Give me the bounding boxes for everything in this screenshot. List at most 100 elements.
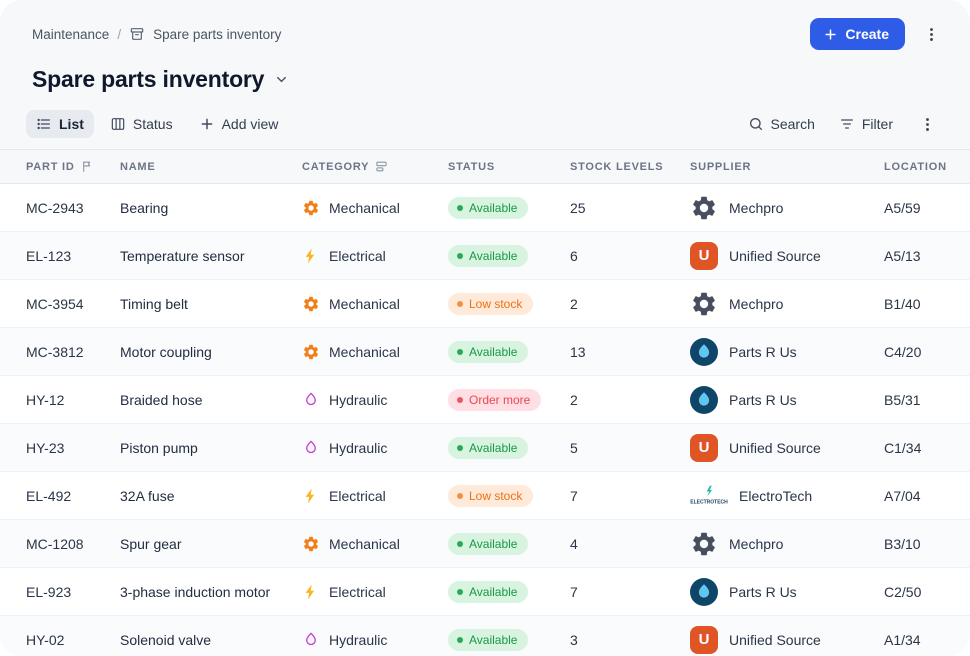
supplier-name: Parts R Us [729, 343, 797, 360]
status-badge: Available [448, 340, 529, 363]
status-dot [457, 396, 463, 403]
breadcrumb-parent[interactable]: Maintenance [32, 26, 110, 42]
column-header-label: Name [120, 160, 156, 173]
status-dot [457, 444, 463, 451]
breadcrumb-current[interactable]: Spare parts inventory [153, 26, 282, 42]
header-actions: Create [810, 18, 944, 50]
supplier-logo: U [690, 433, 718, 462]
part-id-cell: EL-492 [26, 487, 72, 504]
status-dot [457, 204, 463, 211]
column-header-label: Category [302, 160, 370, 173]
breadcrumb: Maintenance / Spare parts inventory [32, 26, 281, 42]
table-row[interactable]: MC-3954 Timing belt Mechanical Low stock… [0, 280, 970, 328]
category-label: Hydraulic [329, 439, 388, 456]
column-header-status[interactable]: Status [448, 161, 570, 173]
column-header-name[interactable]: Name [120, 161, 302, 173]
breadcrumb-separator: / [117, 26, 122, 42]
status-badge: Available [448, 628, 529, 651]
create-button-label: Create [845, 26, 889, 42]
part-id-cell: HY-12 [26, 391, 65, 408]
status-badge: Available [448, 244, 529, 267]
category-cell: Hydraulic [302, 631, 448, 649]
table-row[interactable]: EL-923 3-phase induction motor Electrica… [0, 568, 970, 616]
supplier-logo: U [690, 625, 718, 654]
column-header-stock[interactable]: Stock levels [570, 161, 690, 173]
location-cell: A7/04 [884, 487, 921, 504]
tab-list[interactable]: List [26, 110, 94, 138]
add-view-button[interactable]: Add view [189, 110, 289, 138]
status-cell: Order more [448, 388, 570, 411]
supplier-name: Unified Source [729, 247, 821, 264]
tab-status[interactable]: Status [100, 110, 183, 138]
supplier-name: Parts R Us [729, 583, 797, 600]
column-header-location[interactable]: Location [884, 161, 956, 173]
category-label: Electrical [329, 487, 386, 504]
supplier-logo [690, 194, 718, 222]
field-type-icon [375, 160, 388, 173]
supplier-cell: Parts R Us [690, 577, 884, 606]
table-row[interactable]: EL-123 Temperature sensor Electrical Ava… [0, 232, 970, 280]
inventory-table: Part ID Name Category Status Stock levels Sup… [0, 149, 970, 656]
status-label: Low stock [469, 296, 523, 311]
status-label: Available [469, 248, 518, 263]
category-cell: Mechanical [302, 343, 448, 361]
supplier-cell: U Unified Source [690, 241, 884, 270]
part-id-cell: HY-02 [26, 631, 65, 648]
stock-cell: 7 [570, 583, 578, 600]
stock-cell: 25 [570, 199, 586, 216]
supplier-name: Mechpro [729, 295, 784, 312]
droplet-icon [302, 391, 320, 409]
title-row: Spare parts inventory [0, 50, 970, 93]
supplier-logo [690, 530, 718, 558]
gear-icon [302, 199, 320, 217]
status-badge: Available [448, 580, 529, 603]
table-row[interactable]: MC-2943 Bearing Mechanical Available 25 … [0, 184, 970, 232]
table-row[interactable]: HY-12 Braided hose Hydraulic Order more … [0, 376, 970, 424]
gear-icon [302, 343, 320, 361]
page-more-options-icon[interactable] [919, 22, 944, 47]
category-label: Electrical [329, 583, 386, 600]
name-cell: Spur gear [120, 535, 182, 552]
category-label: Hydraulic [329, 631, 388, 648]
table-actions: Search Filter [746, 110, 940, 138]
location-cell: A5/13 [884, 247, 921, 264]
table-row[interactable]: HY-02 Solenoid valve Hydraulic Available… [0, 616, 970, 656]
stock-cell: 2 [570, 391, 578, 408]
lightning-icon [302, 487, 320, 505]
name-cell: Timing belt [120, 295, 188, 312]
create-button[interactable]: Create [810, 18, 905, 50]
filter-button[interactable]: Filter [837, 110, 895, 138]
status-dot [457, 540, 463, 547]
supplier-logo [690, 290, 718, 318]
column-header-category[interactable]: Category [302, 160, 448, 173]
plus-icon [199, 116, 215, 132]
column-header-part_id[interactable]: Part ID [26, 160, 120, 173]
table-row[interactable]: MC-3812 Motor coupling Mechanical Availa… [0, 328, 970, 376]
toolbar-more-options-icon[interactable] [915, 112, 940, 137]
table-row[interactable]: HY-23 Piston pump Hydraulic Available 5 … [0, 424, 970, 472]
lightning-icon [302, 583, 320, 601]
search-label: Search [770, 116, 815, 132]
supplier-cell: ELECTROTECH ElectroTech [690, 482, 884, 510]
supplier-name: Mechpro [729, 535, 784, 552]
status-cell: Available [448, 340, 570, 363]
status-label: Available [469, 440, 518, 455]
table-row[interactable]: EL-492 32A fuse Electrical Low stock 7 E… [0, 472, 970, 520]
board-view-icon [110, 116, 126, 132]
supplier-cell: Parts R Us [690, 337, 884, 366]
header: Maintenance / Spare parts inventory Crea… [0, 0, 970, 50]
status-cell: Available [448, 628, 570, 651]
table-row[interactable]: MC-1208 Spur gear Mechanical Available 4… [0, 520, 970, 568]
category-cell: Electrical [302, 583, 448, 601]
search-button[interactable]: Search [746, 110, 817, 138]
supplier-cell: Mechpro [690, 290, 884, 318]
chevron-down-icon[interactable] [274, 72, 289, 87]
part-id-cell: HY-23 [26, 439, 65, 456]
lightning-icon [302, 247, 320, 265]
column-header-supplier[interactable]: Supplier [690, 161, 884, 173]
flag-icon [81, 160, 94, 173]
column-header-label: Status [448, 160, 495, 173]
status-badge: Low stock [448, 484, 534, 507]
status-label: Available [469, 344, 518, 359]
status-cell: Available [448, 532, 570, 555]
